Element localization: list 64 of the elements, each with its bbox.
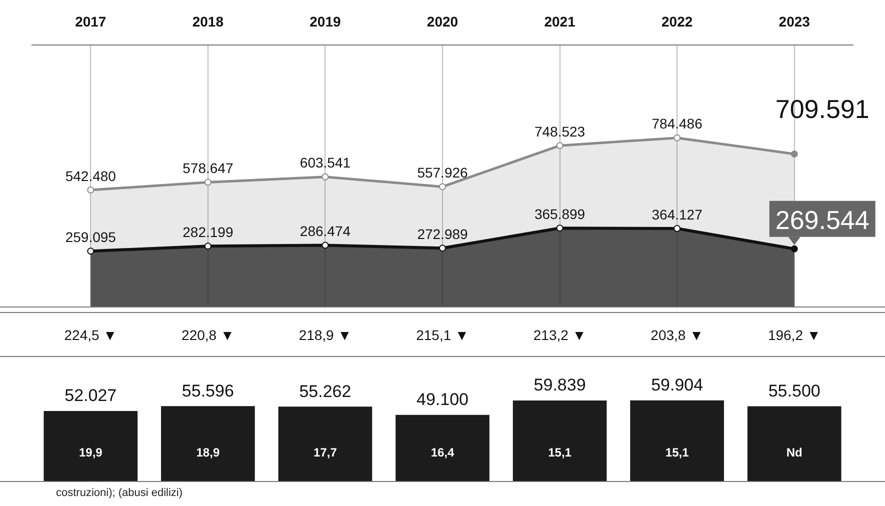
data-label: 272.989 xyxy=(417,226,468,242)
bar xyxy=(630,400,724,481)
data-label: 542.480 xyxy=(65,168,116,184)
data-label: 59.904 xyxy=(651,376,704,395)
bar xyxy=(278,406,372,481)
text: 196,2 ▼ xyxy=(768,327,821,343)
bar xyxy=(512,400,607,481)
data-label: 55.262 xyxy=(299,382,352,401)
point xyxy=(87,186,94,194)
point xyxy=(322,173,329,180)
data-label: 365.899 xyxy=(534,206,586,222)
data-label: 55.596 xyxy=(182,381,234,400)
x-tick-label: 2020 xyxy=(426,13,458,30)
bar xyxy=(161,406,255,481)
annotation: Nd xyxy=(786,445,802,460)
text: 224,5 ▼ xyxy=(64,327,118,343)
text: 215,1 ▼ xyxy=(416,327,469,343)
text: 220,8 ▼ xyxy=(182,327,234,343)
annotation: 18,9 xyxy=(196,445,220,460)
annotation: 19,9 xyxy=(78,445,103,460)
point xyxy=(204,178,212,186)
data-label: 364.127 xyxy=(652,206,703,222)
text: 203,8 ▼ xyxy=(650,327,704,343)
point xyxy=(790,150,798,158)
data-label: 557.926 xyxy=(417,164,468,181)
text: 213,2 ▼ xyxy=(533,327,586,343)
data-label: 578.647 xyxy=(182,160,234,176)
text: 218,9 ▼ xyxy=(298,327,352,343)
x-tick-label: 2022 xyxy=(661,13,693,30)
data-label: 286.474 xyxy=(300,223,351,240)
bar xyxy=(44,410,138,481)
data-label: 784.486 xyxy=(652,116,703,132)
data-label: 603.541 xyxy=(300,154,351,171)
annotation: 15,1 xyxy=(665,445,690,460)
x-tick-label: 2018 xyxy=(192,13,224,30)
x-tick-label: 2019 xyxy=(310,13,341,30)
point xyxy=(674,134,681,142)
point xyxy=(439,244,446,252)
point xyxy=(204,242,212,250)
x-tick-label: 2023 xyxy=(778,13,810,30)
data-label: 59.839 xyxy=(534,376,586,395)
point xyxy=(439,183,446,190)
point xyxy=(556,142,564,150)
point xyxy=(87,248,94,255)
data-label: 52.027 xyxy=(64,386,117,406)
point xyxy=(556,224,564,232)
data-label: 49.100 xyxy=(416,390,468,410)
x-tick-label: 2021 xyxy=(544,13,576,30)
annotation: 16,4 xyxy=(430,445,454,460)
text: costruzioni); (abusi edilizi) xyxy=(56,487,183,499)
point xyxy=(674,224,681,232)
data-label: 748.523 xyxy=(534,123,586,140)
bar xyxy=(747,406,842,481)
data-label: 259.095 xyxy=(65,228,116,245)
bar xyxy=(396,414,490,481)
data-label: 55.500 xyxy=(768,381,820,400)
point xyxy=(790,245,798,252)
data-label: 269.544 xyxy=(775,205,870,236)
data-label: 709.591 xyxy=(775,94,870,124)
data-label: 282.199 xyxy=(182,224,234,240)
point xyxy=(322,242,329,249)
annotation: 15,1 xyxy=(548,445,572,460)
annotation: 17,7 xyxy=(314,445,338,460)
x-tick-label: 2017 xyxy=(75,13,106,30)
